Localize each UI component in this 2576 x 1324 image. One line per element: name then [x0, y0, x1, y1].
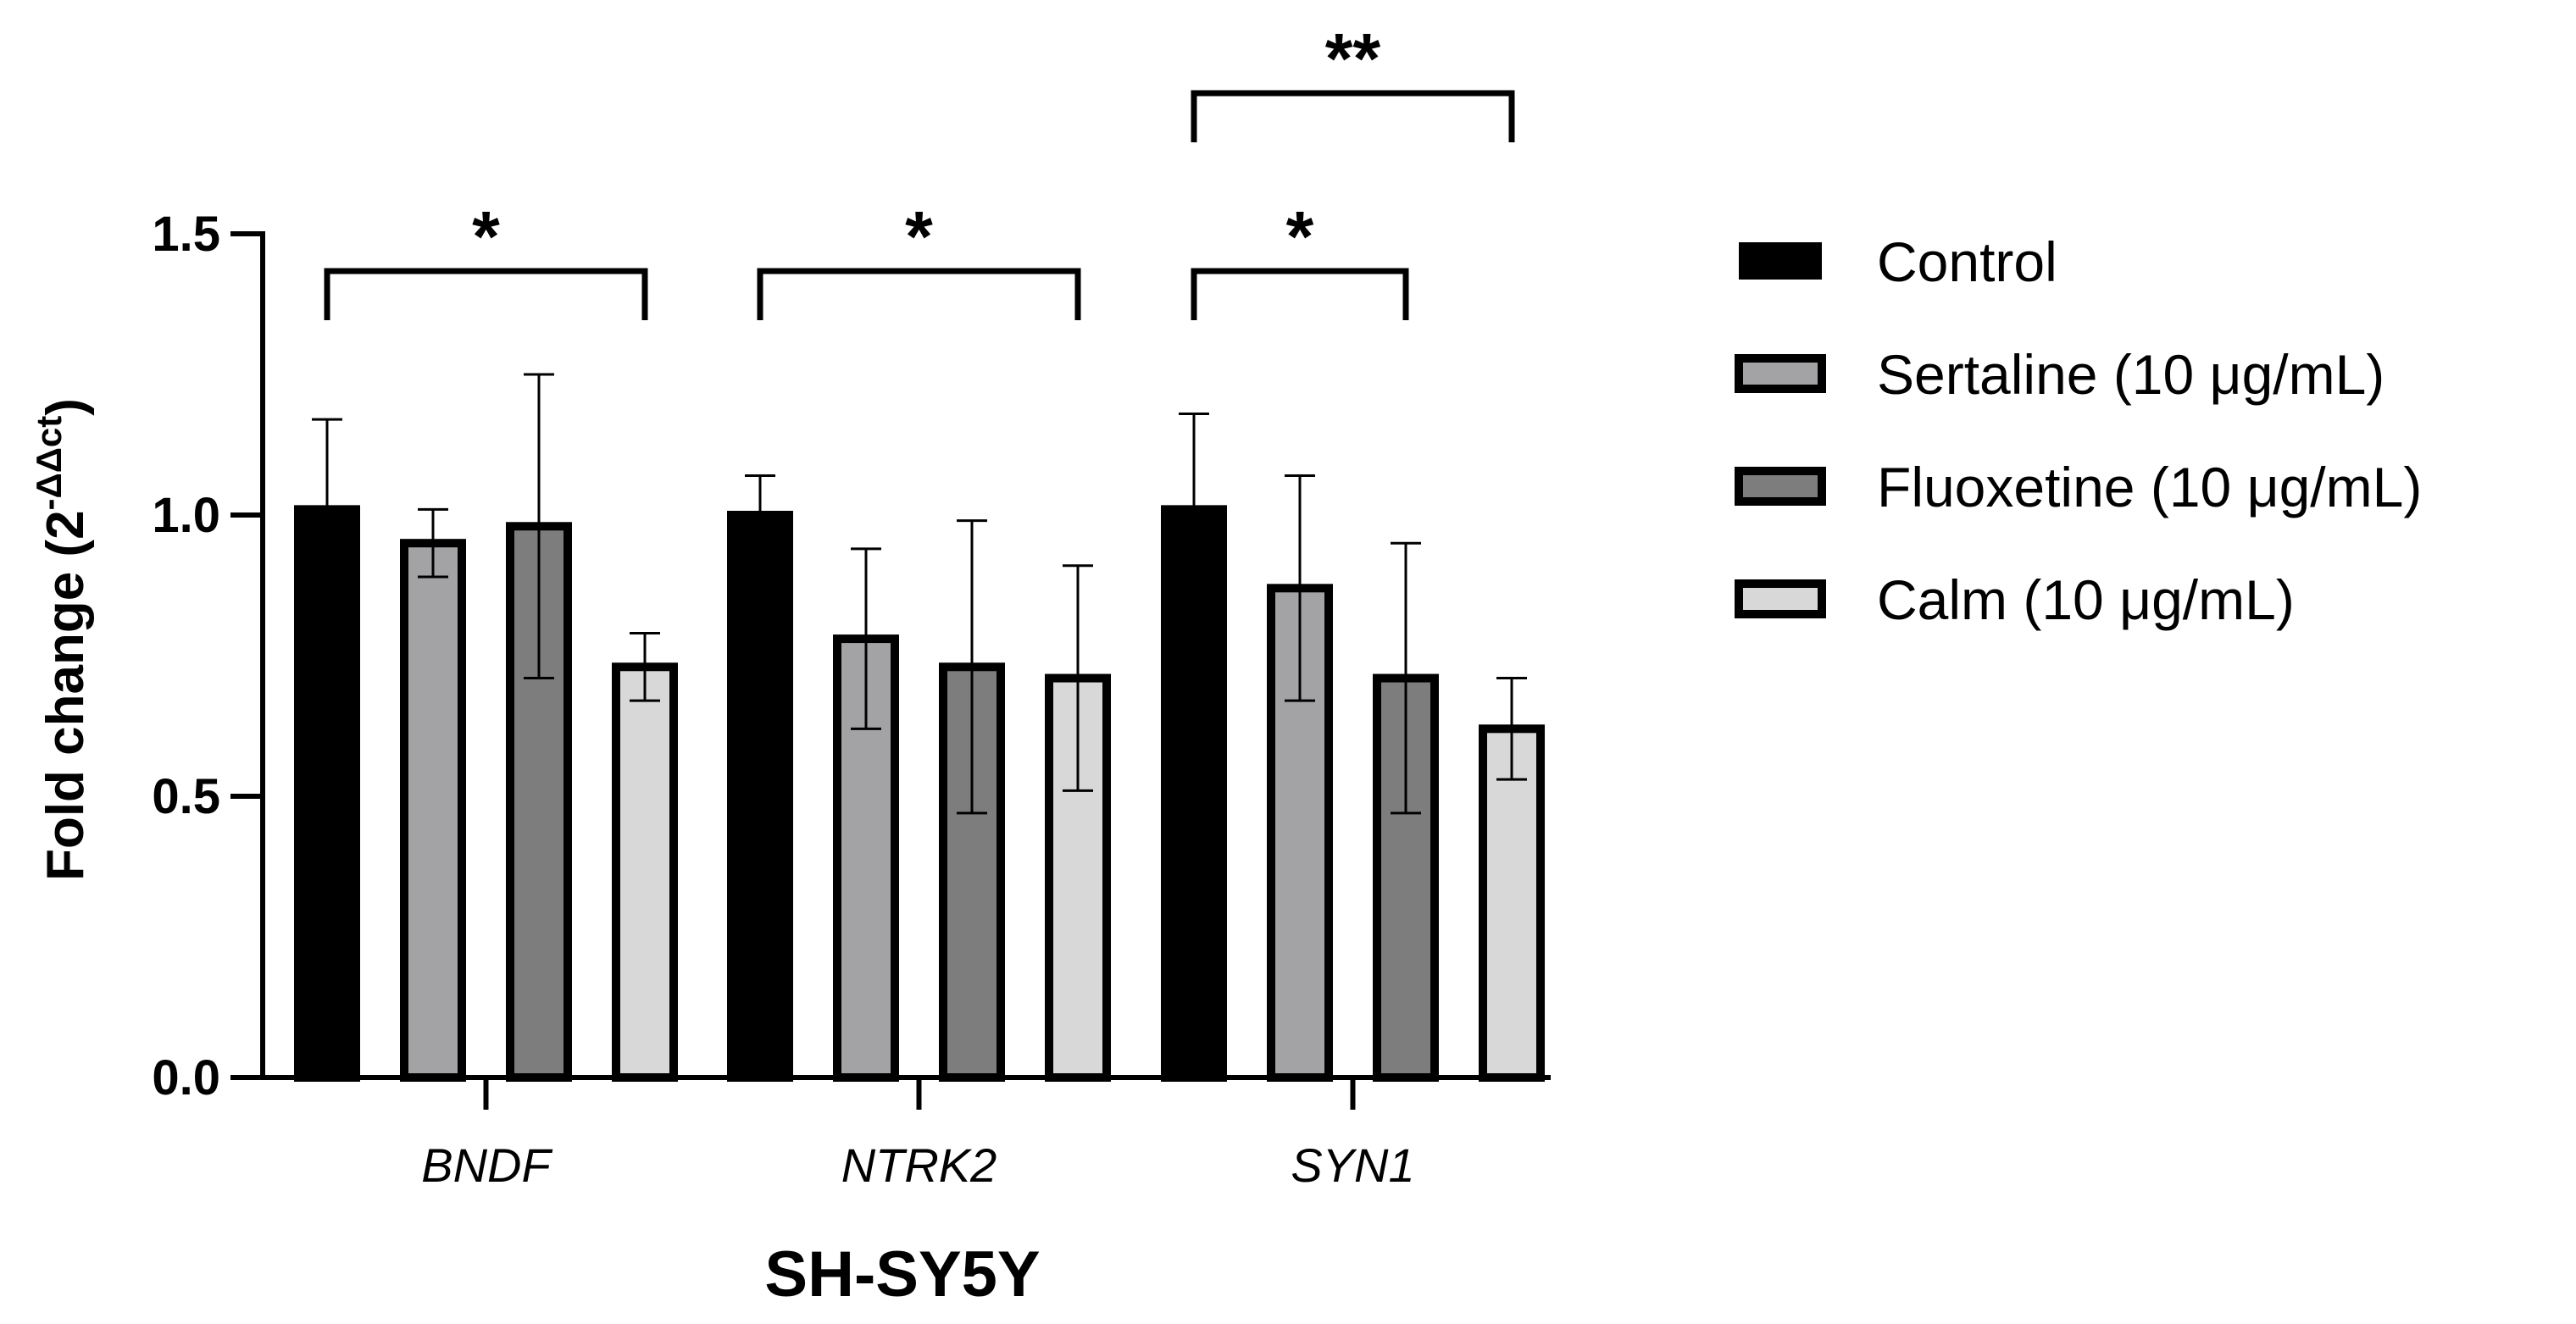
y-tick-label: 1.5: [152, 207, 220, 262]
legend-swatch: [1735, 354, 1826, 393]
significance-label: *: [905, 197, 933, 276]
significance-bracket: [757, 268, 1081, 320]
significance-label: *: [472, 197, 500, 276]
x-tick-label: NTRK2: [841, 1138, 997, 1192]
significance-label: *: [1286, 197, 1314, 276]
y-axis-title: Fold change (2-ΔΔct): [29, 398, 95, 881]
bar: [727, 511, 793, 1082]
legend-swatch: [1735, 467, 1826, 506]
y-tick-label: 0.5: [152, 769, 220, 824]
x-tick-label: BNDF: [421, 1138, 552, 1192]
significance-bracket: [1191, 90, 1515, 142]
legend-label: Fluoxetine (10 μg/mL): [1877, 456, 2422, 518]
significance-label: **: [1325, 19, 1381, 98]
legend-label: Control: [1877, 230, 2057, 293]
bar: [400, 539, 466, 1082]
legend-label: Calm (10 μg/mL): [1877, 568, 2295, 631]
y-axis-title-main: Fold change (2: [36, 510, 95, 880]
y-axis-title-close: ): [36, 398, 95, 416]
bar: [1479, 724, 1545, 1082]
bar: [612, 662, 678, 1083]
legend-swatch: [1739, 242, 1822, 280]
legend-label: Sertaline (10 μg/mL): [1877, 343, 2384, 406]
significance-bracket: [1191, 268, 1409, 320]
y-axis-title-superscript: -ΔΔct: [29, 416, 69, 511]
x-axis-title: SH-SY5Y: [764, 1238, 1040, 1310]
x-tick-label: SYN1: [1291, 1138, 1414, 1192]
legend-swatch: [1735, 579, 1826, 618]
y-tick-label: 0.0: [152, 1050, 220, 1105]
significance-bracket: [324, 268, 648, 320]
legend: Control Sertaline (10 μg/mL) Fluoxetine (1…: [1735, 230, 2422, 631]
y-tick-label: 1.0: [152, 488, 220, 543]
bar: [1267, 584, 1333, 1082]
